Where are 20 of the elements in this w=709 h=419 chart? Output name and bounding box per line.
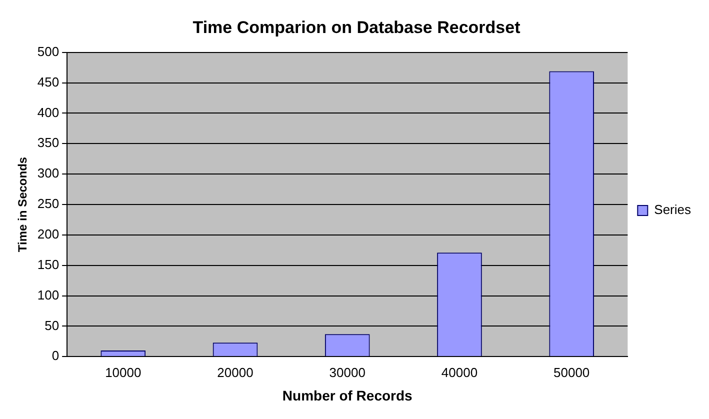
y-tick-label: 350 <box>37 135 60 150</box>
y-tick-label: 450 <box>37 74 60 90</box>
y-tick-label: 200 <box>37 226 60 242</box>
x-tick-label: 50000 <box>554 364 590 380</box>
x-tick-label: 30000 <box>329 364 366 380</box>
y-tick-label: 400 <box>37 104 60 120</box>
x-tick-label: 20000 <box>217 364 254 380</box>
y-tick-label: 300 <box>37 166 60 181</box>
y-axis-title: Time in Seconds <box>16 156 30 252</box>
legend-label: Series <box>654 202 692 218</box>
x-tick-label: 10000 <box>105 364 142 380</box>
y-tick-label: 150 <box>37 256 60 272</box>
y-tick-label: 100 <box>37 287 60 302</box>
chart-title: Time Comparion on Database Recordset <box>192 18 521 37</box>
x-axis-title: Number of Records <box>282 387 413 404</box>
y-tick-label: 500 <box>37 44 60 59</box>
y-tick-label: 0 <box>52 348 60 364</box>
x-tick-label: 40000 <box>441 364 478 380</box>
y-tick-label: 50 <box>44 318 60 333</box>
y-tick-label: 250 <box>37 196 60 212</box>
